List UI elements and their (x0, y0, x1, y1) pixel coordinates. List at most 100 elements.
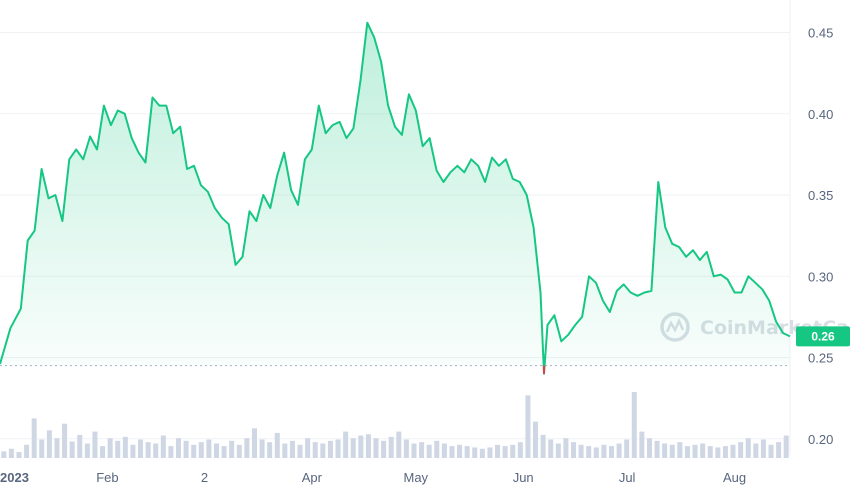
y-tick-label: 0.25 (808, 351, 833, 366)
y-axis: 0.45 0.40 0.35 0.30 0.25 0.20 (808, 26, 833, 447)
volume-bar (343, 431, 349, 458)
volume-bar (267, 442, 273, 458)
volume-bar (122, 436, 128, 458)
volume-bar (160, 435, 166, 458)
volume-bar (639, 431, 645, 458)
volume-bar (472, 447, 478, 458)
volume-bar (624, 439, 630, 458)
volume-bar (115, 440, 121, 458)
x-tick-label: Jun (513, 470, 534, 485)
volume-bar (198, 442, 204, 458)
y-tick-label: 0.45 (808, 26, 833, 41)
volume-bar (46, 430, 52, 458)
volume-bar (548, 439, 554, 458)
x-tick-label: May (404, 470, 429, 485)
volume-bar (153, 443, 159, 458)
volume-bar (654, 440, 660, 458)
volume-bar (191, 444, 197, 458)
volume-bar (533, 421, 539, 458)
volume-bar (555, 443, 561, 458)
volume-bar (213, 443, 219, 458)
volume-bar (274, 432, 280, 458)
volume-bar (289, 440, 295, 458)
volume-bar (601, 444, 607, 458)
volume-bar (176, 438, 182, 458)
x-tick-label: 2 (201, 470, 208, 485)
volume-bar (745, 438, 751, 458)
y-tick-label: 0.30 (808, 269, 833, 284)
volume-bar (662, 443, 668, 458)
volume-bar (350, 438, 356, 458)
volume-bar (24, 444, 30, 458)
volume-bar (396, 431, 402, 458)
volume-bar (138, 439, 144, 458)
volume-bar (206, 439, 212, 458)
volume-bar (297, 444, 303, 458)
x-tick-label: Jul (619, 470, 636, 485)
volume-bar (669, 444, 675, 458)
volume-bar (692, 444, 698, 458)
volume-bar (571, 442, 577, 458)
volume-bar (1, 451, 7, 458)
volume-bar (100, 446, 106, 458)
volume-bar (107, 438, 113, 458)
volume-bar (776, 442, 782, 458)
volume-bar (426, 444, 432, 458)
volume-bar (229, 440, 235, 458)
volume-bars (1, 392, 789, 458)
volume-bar (479, 448, 485, 458)
volume-bar (730, 444, 736, 458)
price-line[interactable] (0, 21, 791, 375)
y-tick-label: 0.20 (808, 432, 833, 447)
volume-bar (305, 438, 311, 458)
volume-bar (457, 444, 463, 458)
y-tick-label: 0.40 (808, 107, 833, 122)
volume-bar (8, 448, 14, 458)
volume-bar (768, 444, 774, 458)
volume-bar (563, 438, 569, 458)
volume-bar (608, 446, 614, 458)
x-tick-label: Aug (723, 470, 746, 485)
volume-bar (403, 439, 409, 458)
volume-bar (783, 435, 789, 458)
volume-bar (84, 443, 90, 458)
current-price-tag-label: 0.26 (811, 329, 835, 343)
volume-bar (327, 440, 333, 458)
volume-bar (464, 446, 470, 458)
price-area-fill (0, 22, 790, 374)
volume-bar (616, 443, 622, 458)
volume-bar (586, 446, 592, 458)
volume-bar (365, 434, 371, 458)
x-axis: 2023 Feb 2 Apr May Jun Jul Aug (0, 470, 746, 485)
volume-bar (631, 392, 637, 458)
volume-bar (183, 440, 189, 458)
volume-bar (411, 443, 417, 458)
volume-bar (578, 444, 584, 458)
volume-bar (760, 439, 766, 458)
volume-bar (168, 446, 174, 458)
volume-bar (62, 423, 68, 458)
volume-bar (502, 446, 508, 458)
volume-bar (434, 440, 440, 458)
x-tick-label: Feb (96, 470, 118, 485)
volume-bar (646, 438, 652, 458)
volume-bar (92, 431, 98, 458)
volume-bar (738, 442, 744, 458)
volume-bar (487, 447, 493, 458)
volume-bar (221, 446, 227, 458)
volume-bar (593, 447, 599, 458)
volume-bar (441, 443, 447, 458)
volume-bar (381, 440, 387, 458)
volume-bar (282, 443, 288, 458)
volume-bar (320, 443, 326, 458)
volume-bar (251, 428, 257, 458)
volume-bar (373, 438, 379, 458)
volume-bar (54, 438, 60, 458)
y-tick-label: 0.35 (808, 188, 833, 203)
volume-bar (700, 443, 706, 458)
volume-bar (722, 446, 728, 458)
x-tick-label: Apr (302, 470, 323, 485)
volume-bar (525, 395, 531, 458)
volume-bar (753, 443, 759, 458)
